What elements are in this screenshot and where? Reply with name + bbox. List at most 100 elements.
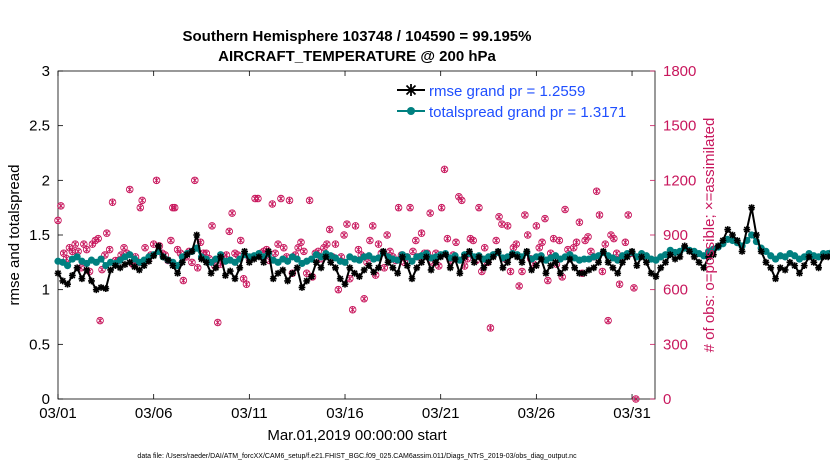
obs-assimilated-marker: [550, 235, 557, 242]
rmse-point: [303, 277, 311, 285]
y-axis-right-label: # of obs: o=possible; ×=assimilated: [701, 118, 718, 353]
obs-possible-marker: [343, 220, 351, 228]
obs-assimilated-marker: [189, 259, 195, 266]
rmse-point: [399, 253, 406, 261]
obs-assimilated-marker: [487, 324, 494, 332]
x-tick-label: 03/31: [613, 405, 651, 422]
obs-assimilated-marker: [137, 204, 144, 211]
obs-assimilated-marker: [504, 222, 511, 230]
obs-assimilated-marker: [139, 197, 146, 204]
obs-assimilated-marker: [544, 277, 551, 284]
rmse-point: [112, 262, 119, 270]
rmse-point: [78, 275, 86, 283]
rmse-point: [753, 231, 760, 239]
obs-assimilated-marker: [410, 248, 416, 255]
obs-possible-marker: [394, 203, 403, 212]
rmse-point: [59, 277, 67, 285]
rmse-point: [499, 264, 507, 272]
obs-assimilated-marker: [453, 239, 459, 246]
rmse-point: [815, 264, 823, 272]
plot-area: [57, 70, 656, 400]
obs-assimilated-marker: [613, 250, 620, 257]
obs-possible-marker: [68, 247, 77, 256]
rmse-point: [686, 248, 693, 255]
rmse-point: [571, 264, 579, 272]
obs-possible-marker: [369, 222, 377, 230]
totalspread-point: [341, 258, 349, 266]
obs-possible-marker: [136, 203, 145, 212]
rmse-point: [274, 269, 282, 277]
obs-possible-marker: [406, 203, 414, 212]
obs-assimilated-marker: [306, 197, 313, 204]
obs-possible-marker: [457, 196, 466, 205]
obs-possible-marker: [595, 211, 604, 219]
rmse-point: [198, 255, 205, 263]
x-axis-label: Mar.01,2019 00:00:00 start: [267, 427, 447, 444]
obs-possible-marker: [506, 267, 515, 276]
obs-possible-marker: [191, 176, 199, 185]
y-right-tick-label: 1800: [663, 63, 696, 80]
rmse-point: [628, 248, 636, 255]
obs-assimilated-marker: [326, 226, 333, 233]
obs-assimilated-marker: [300, 248, 307, 255]
rmse-point: [279, 266, 287, 274]
rmse-point: [351, 269, 358, 277]
rmse-point: [781, 266, 789, 274]
obs-possible-marker: [277, 194, 285, 203]
rmse-point: [265, 248, 272, 255]
obs-possible-marker: [101, 251, 109, 259]
rmse-point: [298, 284, 306, 291]
rmse-point: [375, 264, 382, 272]
rmse-point: [738, 248, 746, 255]
y-left-tick-label: 1: [42, 282, 50, 299]
rmse-point: [647, 269, 655, 277]
obs-possible-marker: [254, 194, 262, 203]
rmse-point: [604, 258, 612, 266]
rmse-point: [68, 272, 76, 279]
rmse-point: [767, 264, 775, 272]
rmse-point: [155, 242, 162, 250]
obs-possible-marker: [297, 238, 305, 247]
rmse-point: [633, 262, 641, 270]
rmse-point: [379, 248, 387, 255]
obs-assimilated-marker: [605, 317, 612, 324]
rmse-point: [791, 262, 799, 270]
rmse-point: [202, 258, 210, 266]
rmse-point: [126, 258, 134, 266]
obs-assimilated-marker: [275, 240, 281, 248]
rmse-point: [83, 266, 91, 274]
rmse-point: [819, 253, 827, 261]
rmse-point: [418, 258, 425, 266]
rmse-point: [231, 275, 239, 283]
rmse-point: [762, 258, 770, 266]
obs-assimilated-marker: [355, 246, 362, 253]
obs-assimilated-marker: [332, 240, 339, 248]
rmse-point: [786, 258, 794, 266]
obs-possible-marker: [193, 264, 202, 272]
obs-assimilated-marker: [167, 237, 174, 244]
obs-possible-marker: [544, 276, 552, 285]
totalspread-point: [408, 257, 416, 265]
rmse-point: [183, 251, 191, 259]
rmse-point: [92, 286, 100, 294]
obs-possible-marker: [179, 276, 188, 285]
obs-possible-marker: [555, 236, 564, 245]
obs-possible-marker: [495, 213, 503, 221]
obs-assimilated-marker: [412, 237, 419, 244]
obs-assimilated-marker: [295, 244, 302, 251]
obs-possible-marker: [141, 244, 149, 252]
rmse-point: [341, 280, 349, 288]
obs-possible-marker: [334, 285, 343, 294]
rmse-point: [552, 258, 559, 266]
rmse-point: [360, 266, 368, 274]
obs-possible-marker: [469, 236, 477, 245]
rmse-point: [729, 231, 736, 239]
obs-assimilated-marker: [97, 317, 104, 324]
obs-possible-marker: [57, 202, 65, 210]
rmse-point: [662, 258, 669, 266]
legend-rmse-marker: [405, 84, 417, 96]
rmse-point: [485, 258, 492, 266]
obs-possible-marker: [452, 238, 460, 247]
obs-possible-marker: [532, 222, 541, 230]
